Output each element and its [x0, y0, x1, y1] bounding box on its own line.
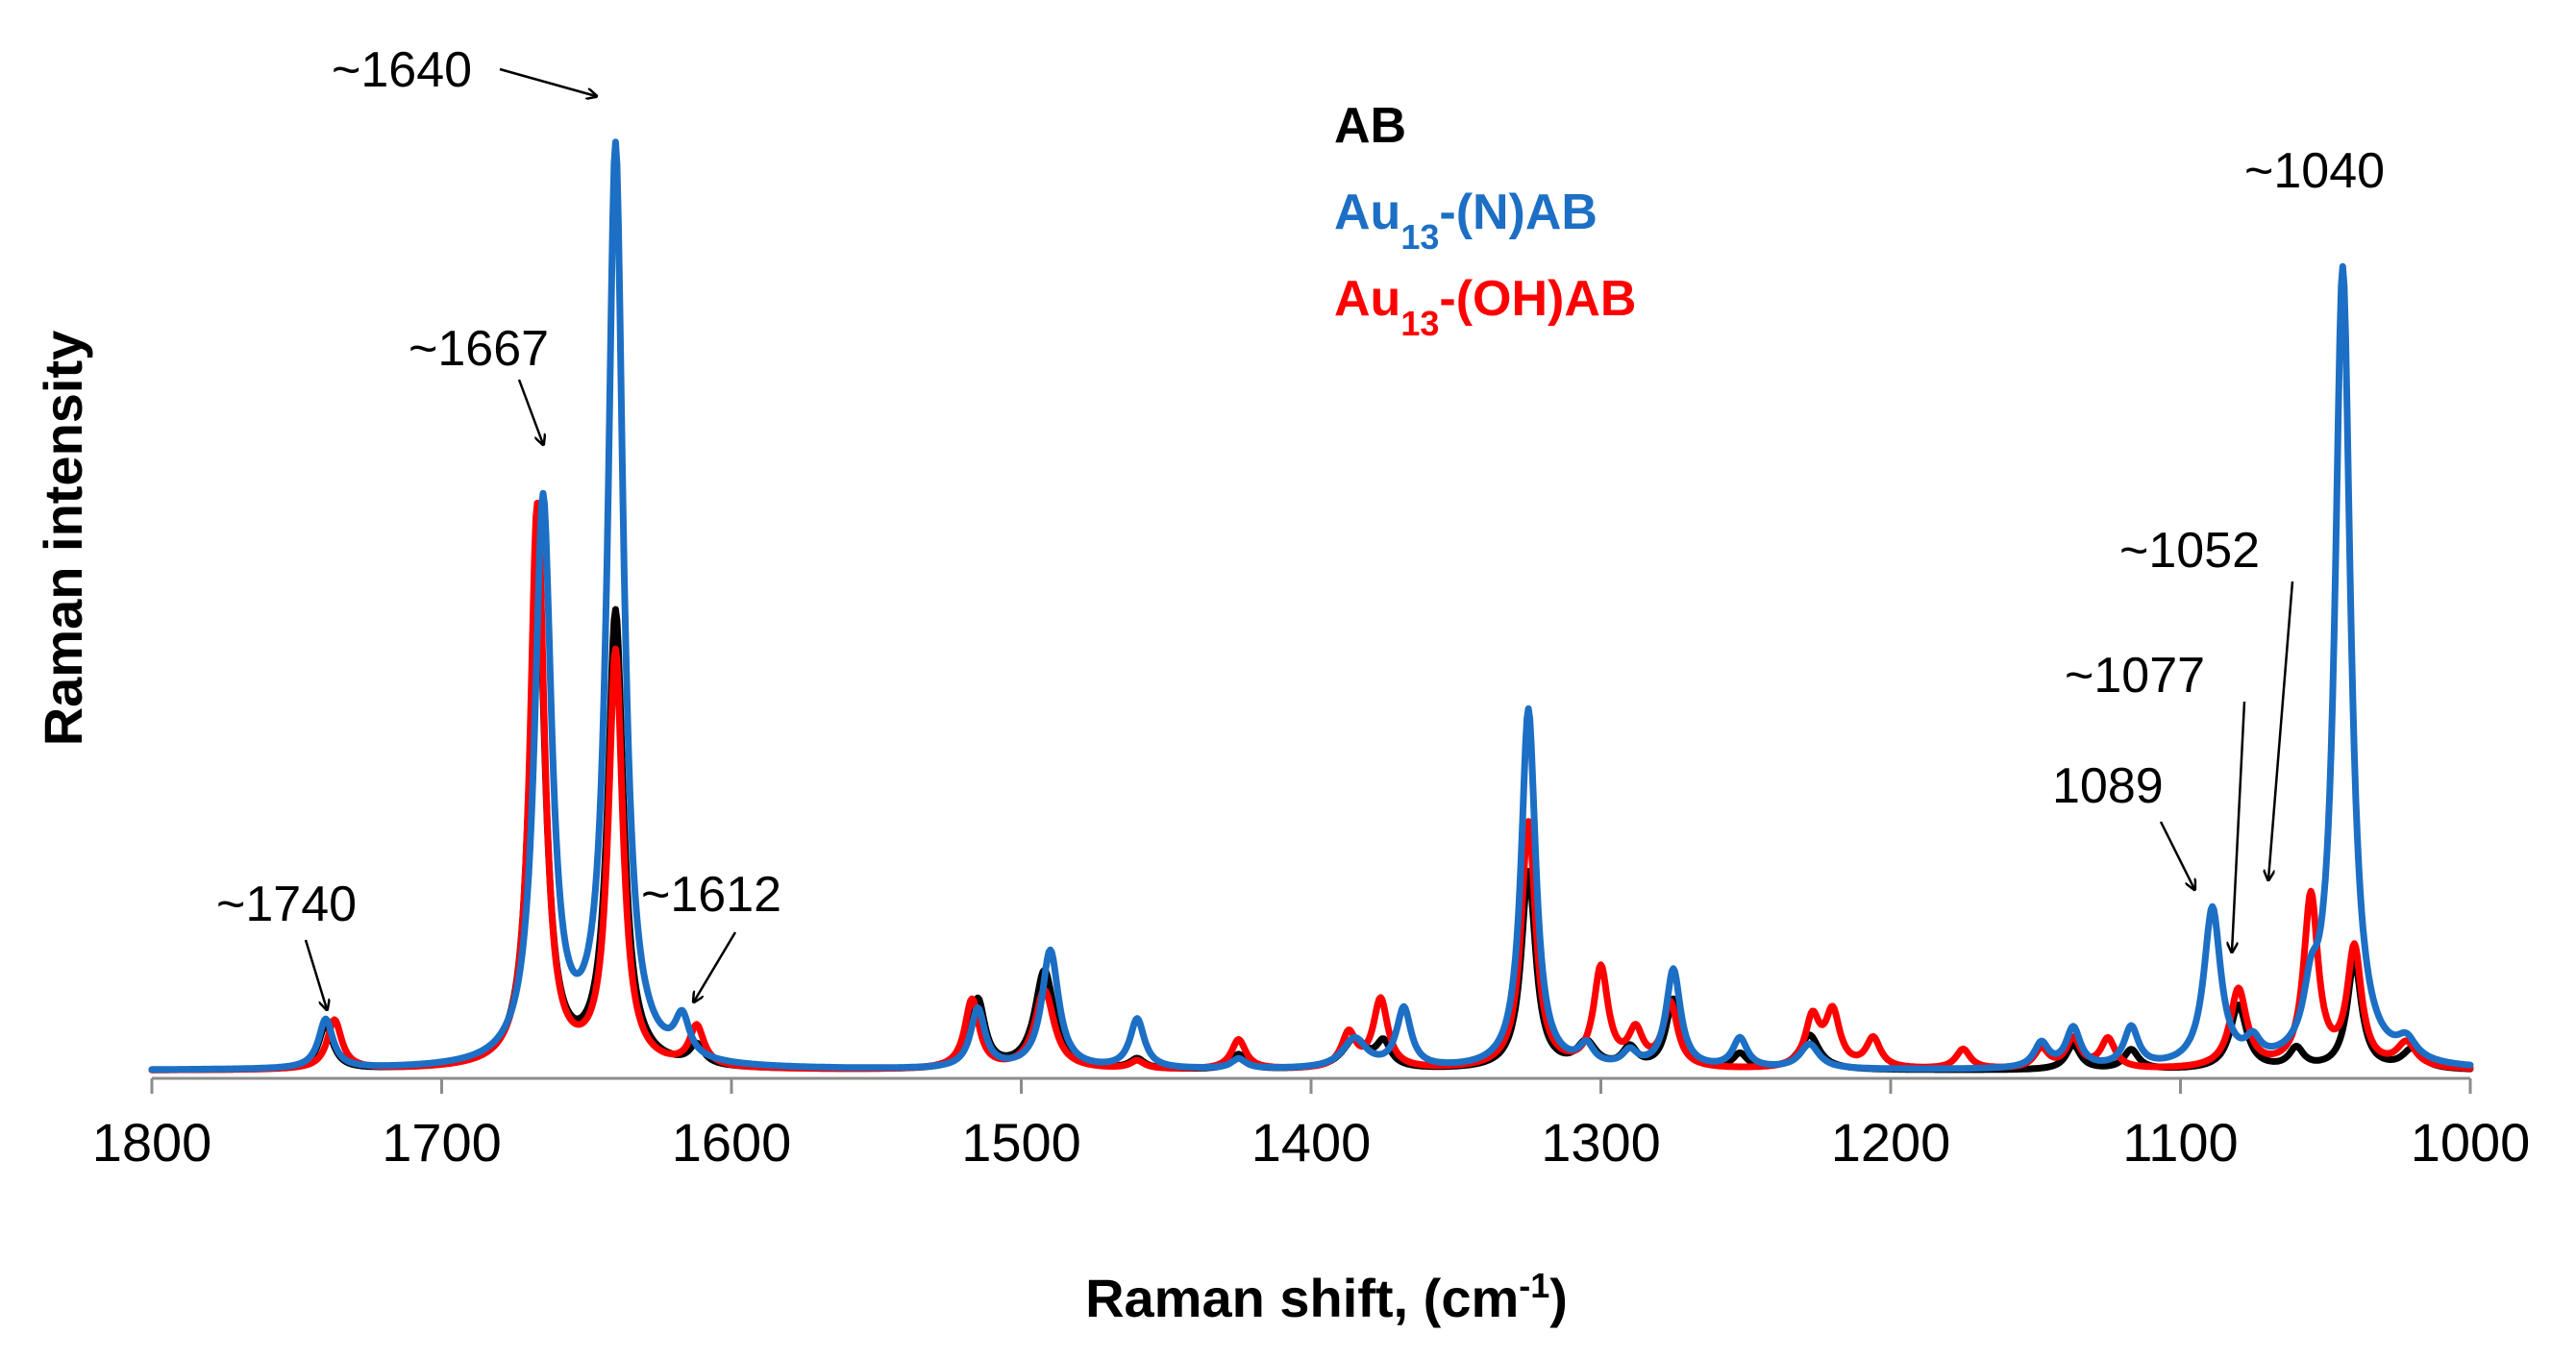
peak-arrow — [304, 939, 327, 1009]
x-tick-label: 1100 — [2122, 1112, 2238, 1173]
peak-annotations: ~1640 ~1667 ~1740 ~1612 1089 ~1077 ~1052 ~1040 — [216, 42, 2385, 1009]
x-tick-label: 1300 — [1541, 1112, 1661, 1173]
peak-label: ~1052 — [2119, 523, 2260, 579]
peak-label: ~1640 — [332, 42, 472, 98]
x-axis-title: Raman shift, (cm-1) — [1085, 1266, 1568, 1329]
series-au13-n-ab-line — [148, 138, 2474, 1074]
x-tick-label: 1400 — [1251, 1112, 1372, 1173]
x-axis: 1800 1700 1600 1500 1400 1300 1200 1100 1000 — [92, 1076, 2531, 1173]
peak-arrow — [694, 931, 737, 1001]
legend-item-au13-n-ab: Au13-(N)AB — [1334, 185, 1598, 257]
peak-arrow — [517, 379, 543, 444]
legend-subscript: 13 — [1400, 304, 1439, 343]
peak-label: 1089 — [2052, 758, 2164, 814]
peak-arrow — [2232, 701, 2246, 951]
x-tick-label: 1000 — [2411, 1112, 2531, 1173]
x-tick-label: 1600 — [672, 1112, 792, 1173]
x-tick-label: 1200 — [1831, 1112, 1951, 1173]
y-axis-title: Raman intensity — [33, 331, 93, 747]
peak-arrow — [499, 67, 596, 96]
peak-label: ~1740 — [216, 877, 357, 932]
legend: AB Au13-(N)AB Au13-(OH)AB — [1334, 98, 1636, 343]
peak-label: ~1040 — [2244, 143, 2385, 199]
peak-arrow — [2268, 581, 2294, 879]
legend-subscript: 13 — [1400, 217, 1439, 257]
x-tick-label: 1800 — [92, 1112, 212, 1173]
peak-label: ~1077 — [2065, 648, 2205, 704]
peak-arrow — [2159, 821, 2194, 889]
peak-label: ~1667 — [409, 321, 549, 377]
x-tick-label: 1700 — [382, 1112, 502, 1173]
legend-item-au13-oh-ab: Au13-(OH)AB — [1334, 271, 1636, 343]
peak-label: ~1612 — [641, 867, 781, 923]
legend-item-ab: AB — [1334, 98, 1406, 154]
x-axis-title-superscript: -1 — [1519, 1266, 1549, 1305]
x-tick-label: 1500 — [961, 1112, 1081, 1173]
plot-area — [148, 138, 2474, 1074]
